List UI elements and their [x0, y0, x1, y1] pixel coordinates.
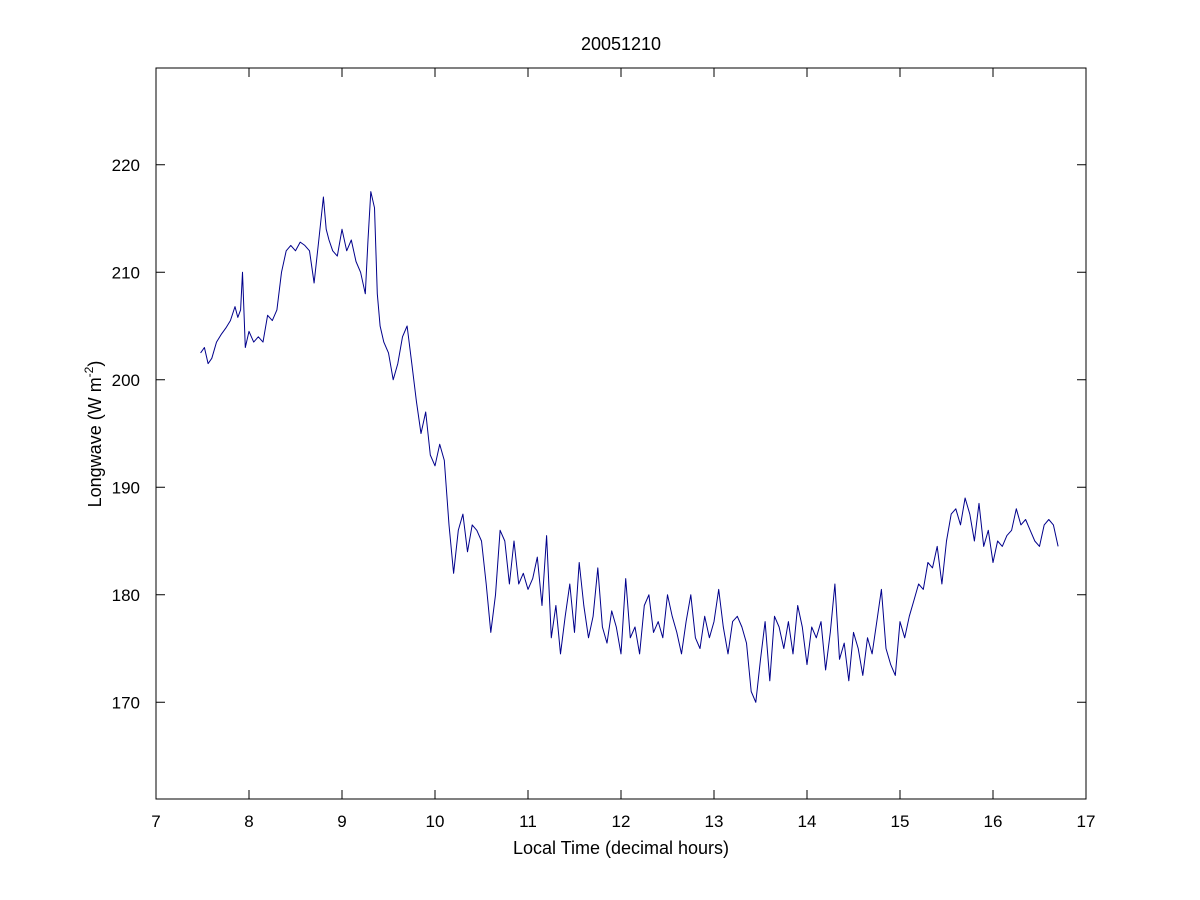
- y-tick-label: 220: [112, 156, 140, 175]
- plot-area-frame: [155, 67, 1087, 800]
- y-tick-label: 190: [112, 478, 140, 497]
- y-tick-label: 170: [112, 693, 140, 712]
- x-tick-label: 8: [244, 812, 253, 831]
- chart-title: 20051210: [581, 34, 661, 54]
- y-axis: 170 180 190 200 210 220: [112, 156, 1086, 712]
- x-axis-label: Local Time (decimal hours): [513, 838, 729, 858]
- y-axis-label-main: Longwave (W m: [85, 377, 105, 507]
- y-tick-label: 210: [112, 263, 140, 282]
- x-tick-label: 12: [612, 812, 631, 831]
- x-tick-label: 14: [798, 812, 817, 831]
- x-tick-label: 15: [891, 812, 910, 831]
- x-tick-label: 11: [519, 812, 537, 831]
- x-tick-label: 7: [151, 812, 160, 831]
- x-tick-label: 17: [1077, 812, 1096, 831]
- x-tick-label: 13: [705, 812, 724, 831]
- y-tick-label: 200: [112, 371, 140, 390]
- x-tick-label: 10: [426, 812, 445, 831]
- x-axis: 7 8 9 10 11 12 13 14 15 16 17: [151, 68, 1095, 831]
- series-line: [200, 191, 1059, 703]
- y-tick-label: 180: [112, 586, 140, 605]
- y-axis-label-close: ): [85, 361, 105, 367]
- x-tick-label: 16: [984, 812, 1003, 831]
- y-axis-label-superscript: -2: [82, 366, 96, 377]
- y-axis-label: Longwave (W m-2): [82, 361, 105, 508]
- x-tick-label: 9: [337, 812, 346, 831]
- series-layer: [200, 191, 1059, 703]
